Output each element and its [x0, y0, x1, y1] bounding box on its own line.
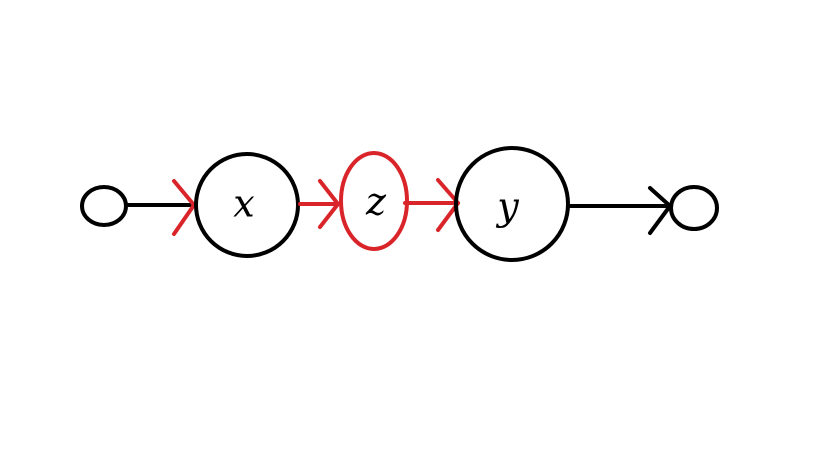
arrowhead-x-to-z [318, 179, 340, 229]
arrowhead-y-to-end [648, 186, 672, 235]
start-terminal-node [80, 185, 128, 227]
node-z-label: z [365, 180, 387, 224]
node-y-label: y [495, 185, 519, 229]
end-terminal-node [669, 185, 719, 231]
node-x [194, 152, 300, 258]
node-x-label: x [233, 182, 254, 226]
arrowhead-start-to-x [172, 179, 196, 236]
